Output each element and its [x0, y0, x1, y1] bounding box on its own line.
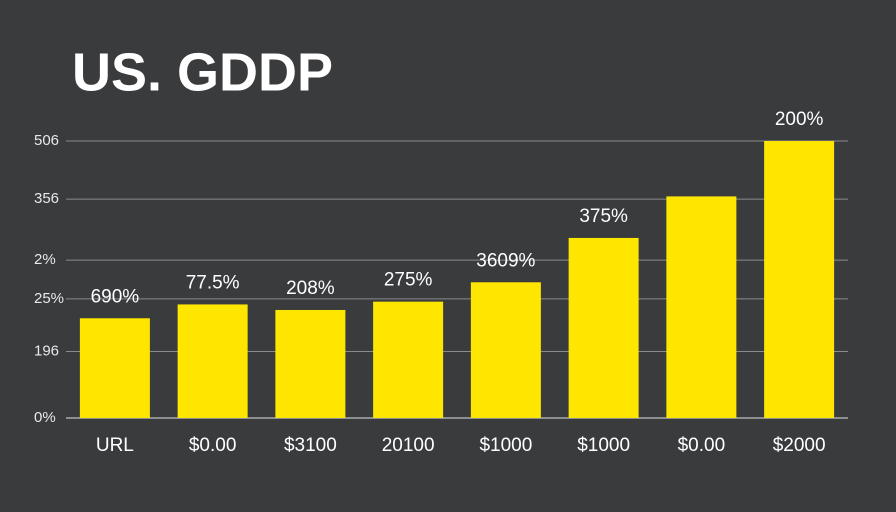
bar	[568, 237, 639, 418]
bar-label: 208%	[286, 278, 335, 299]
y-tick-label: 356	[34, 190, 59, 207]
x-tick-label: URL	[96, 435, 134, 456]
bar	[666, 196, 737, 418]
bar	[373, 301, 444, 418]
x-tick-label: $0.00	[189, 435, 237, 456]
y-tick-label: 2%	[34, 251, 56, 268]
bar-label: 77.5%	[186, 272, 240, 293]
bar	[470, 282, 541, 418]
y-tick-label: 506	[34, 132, 59, 149]
x-tick-label: $1000	[577, 435, 630, 456]
y-tick-label: 0%	[34, 409, 56, 426]
x-tick-label: $2000	[773, 435, 826, 456]
bar-label: 690%	[91, 286, 140, 307]
bar-label: 275%	[384, 270, 433, 291]
bar-label: 375%	[579, 206, 628, 227]
bar	[177, 304, 248, 418]
bar	[764, 141, 835, 418]
x-tick-label: $0.00	[678, 435, 726, 456]
chart-title: US. GDDP	[72, 42, 333, 102]
bar-label: 3609%	[476, 250, 535, 271]
y-tick-label: 25%	[34, 290, 64, 307]
y-tick-label: 196	[34, 342, 59, 359]
bar	[79, 318, 150, 418]
bar	[275, 309, 346, 418]
bar-label: 200%	[775, 109, 824, 130]
x-tick-label: $3100	[284, 435, 337, 456]
x-tick-label: 20100	[382, 435, 435, 456]
x-tick-label: $1000	[479, 435, 532, 456]
